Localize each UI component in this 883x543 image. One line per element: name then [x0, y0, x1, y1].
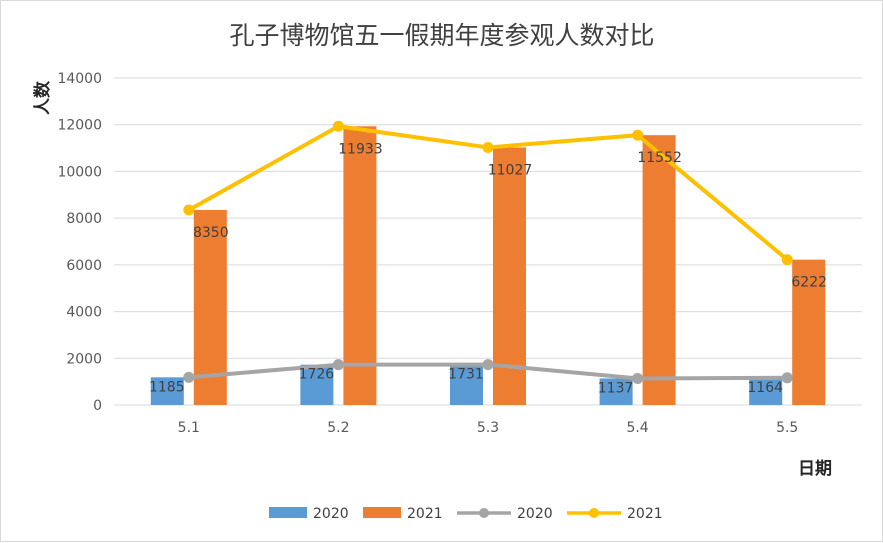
point-2021	[632, 129, 644, 141]
data-label-2020: 1726	[299, 367, 335, 383]
point-2020	[332, 359, 344, 371]
point-2021	[781, 254, 793, 266]
y-tick-label: 6000	[66, 258, 102, 274]
gridlines	[114, 77, 862, 406]
point-2020	[632, 372, 644, 384]
y-tick-label: 4000	[66, 305, 102, 321]
y-tick-label: 2000	[66, 351, 102, 367]
data-labels: 1185 1726 1731 1137 1164 8350 11933 11027 11552 6…	[149, 141, 827, 396]
chart-title: 孔子博物馆五一假期年度参观人数对比	[229, 21, 654, 50]
x-tick-label: 5.2	[327, 420, 349, 436]
point-2021	[482, 141, 494, 153]
bar-2021	[493, 147, 526, 405]
point-2021	[183, 204, 195, 216]
data-label-2020: 1731	[448, 367, 484, 383]
y-tick-label: 12000	[57, 118, 102, 134]
bar-series	[150, 126, 826, 406]
legend-marker-2020	[479, 508, 489, 518]
x-tick-label: 5.5	[776, 420, 798, 436]
x-tick-label: 5.4	[626, 420, 648, 436]
data-label-2021: 11933	[338, 141, 383, 157]
line-series	[183, 120, 793, 384]
legend-label-2021: 2021	[627, 506, 663, 522]
bar-2020	[150, 377, 184, 405]
point-2020	[183, 371, 195, 383]
bar-2020	[599, 378, 633, 405]
bar-2021	[642, 135, 676, 405]
legend-swatch-2021	[363, 507, 401, 518]
point-2020	[482, 359, 494, 371]
data-label-2021: 11027	[488, 162, 533, 178]
data-label-2021: 11552	[637, 150, 682, 166]
y-axis-ticks: 0 2000 4000 6000 8000 10000 12000 14000	[57, 71, 102, 414]
legend: 2020 2021 2020 2021	[269, 506, 663, 522]
x-axis-label: 日期	[798, 459, 832, 479]
data-label-2021: 6222	[791, 275, 827, 291]
legend-label-2021: 2021	[407, 506, 443, 522]
legend-marker-2021	[589, 508, 599, 518]
x-tick-label: 5.1	[178, 420, 200, 436]
legend-swatch-2020	[269, 507, 307, 518]
bar-2020	[300, 364, 334, 405]
point-2021	[332, 120, 344, 132]
legend-label-2020: 2020	[517, 506, 553, 522]
y-tick-label: 8000	[66, 211, 102, 227]
y-tick-label: 0	[93, 398, 102, 414]
y-axis-label: 人数	[32, 80, 53, 115]
data-label-2020: 1164	[747, 380, 783, 396]
bar-2021	[193, 209, 227, 405]
legend-label-2020: 2020	[313, 506, 349, 522]
bar-2020	[450, 364, 483, 405]
y-tick-label: 14000	[57, 71, 102, 87]
bar-2020	[749, 377, 783, 405]
data-label-2020: 1185	[149, 379, 185, 395]
bar-2021	[792, 259, 826, 405]
x-tick-label: 5.3	[477, 420, 499, 436]
x-axis-ticks: 5.1 5.2 5.3 5.4 5.5	[178, 420, 799, 436]
data-label-2021: 8350	[193, 225, 229, 241]
point-2020	[781, 372, 793, 384]
bar-2021	[343, 126, 377, 406]
data-label-2020: 1137	[598, 380, 634, 396]
y-tick-label: 10000	[57, 164, 102, 180]
